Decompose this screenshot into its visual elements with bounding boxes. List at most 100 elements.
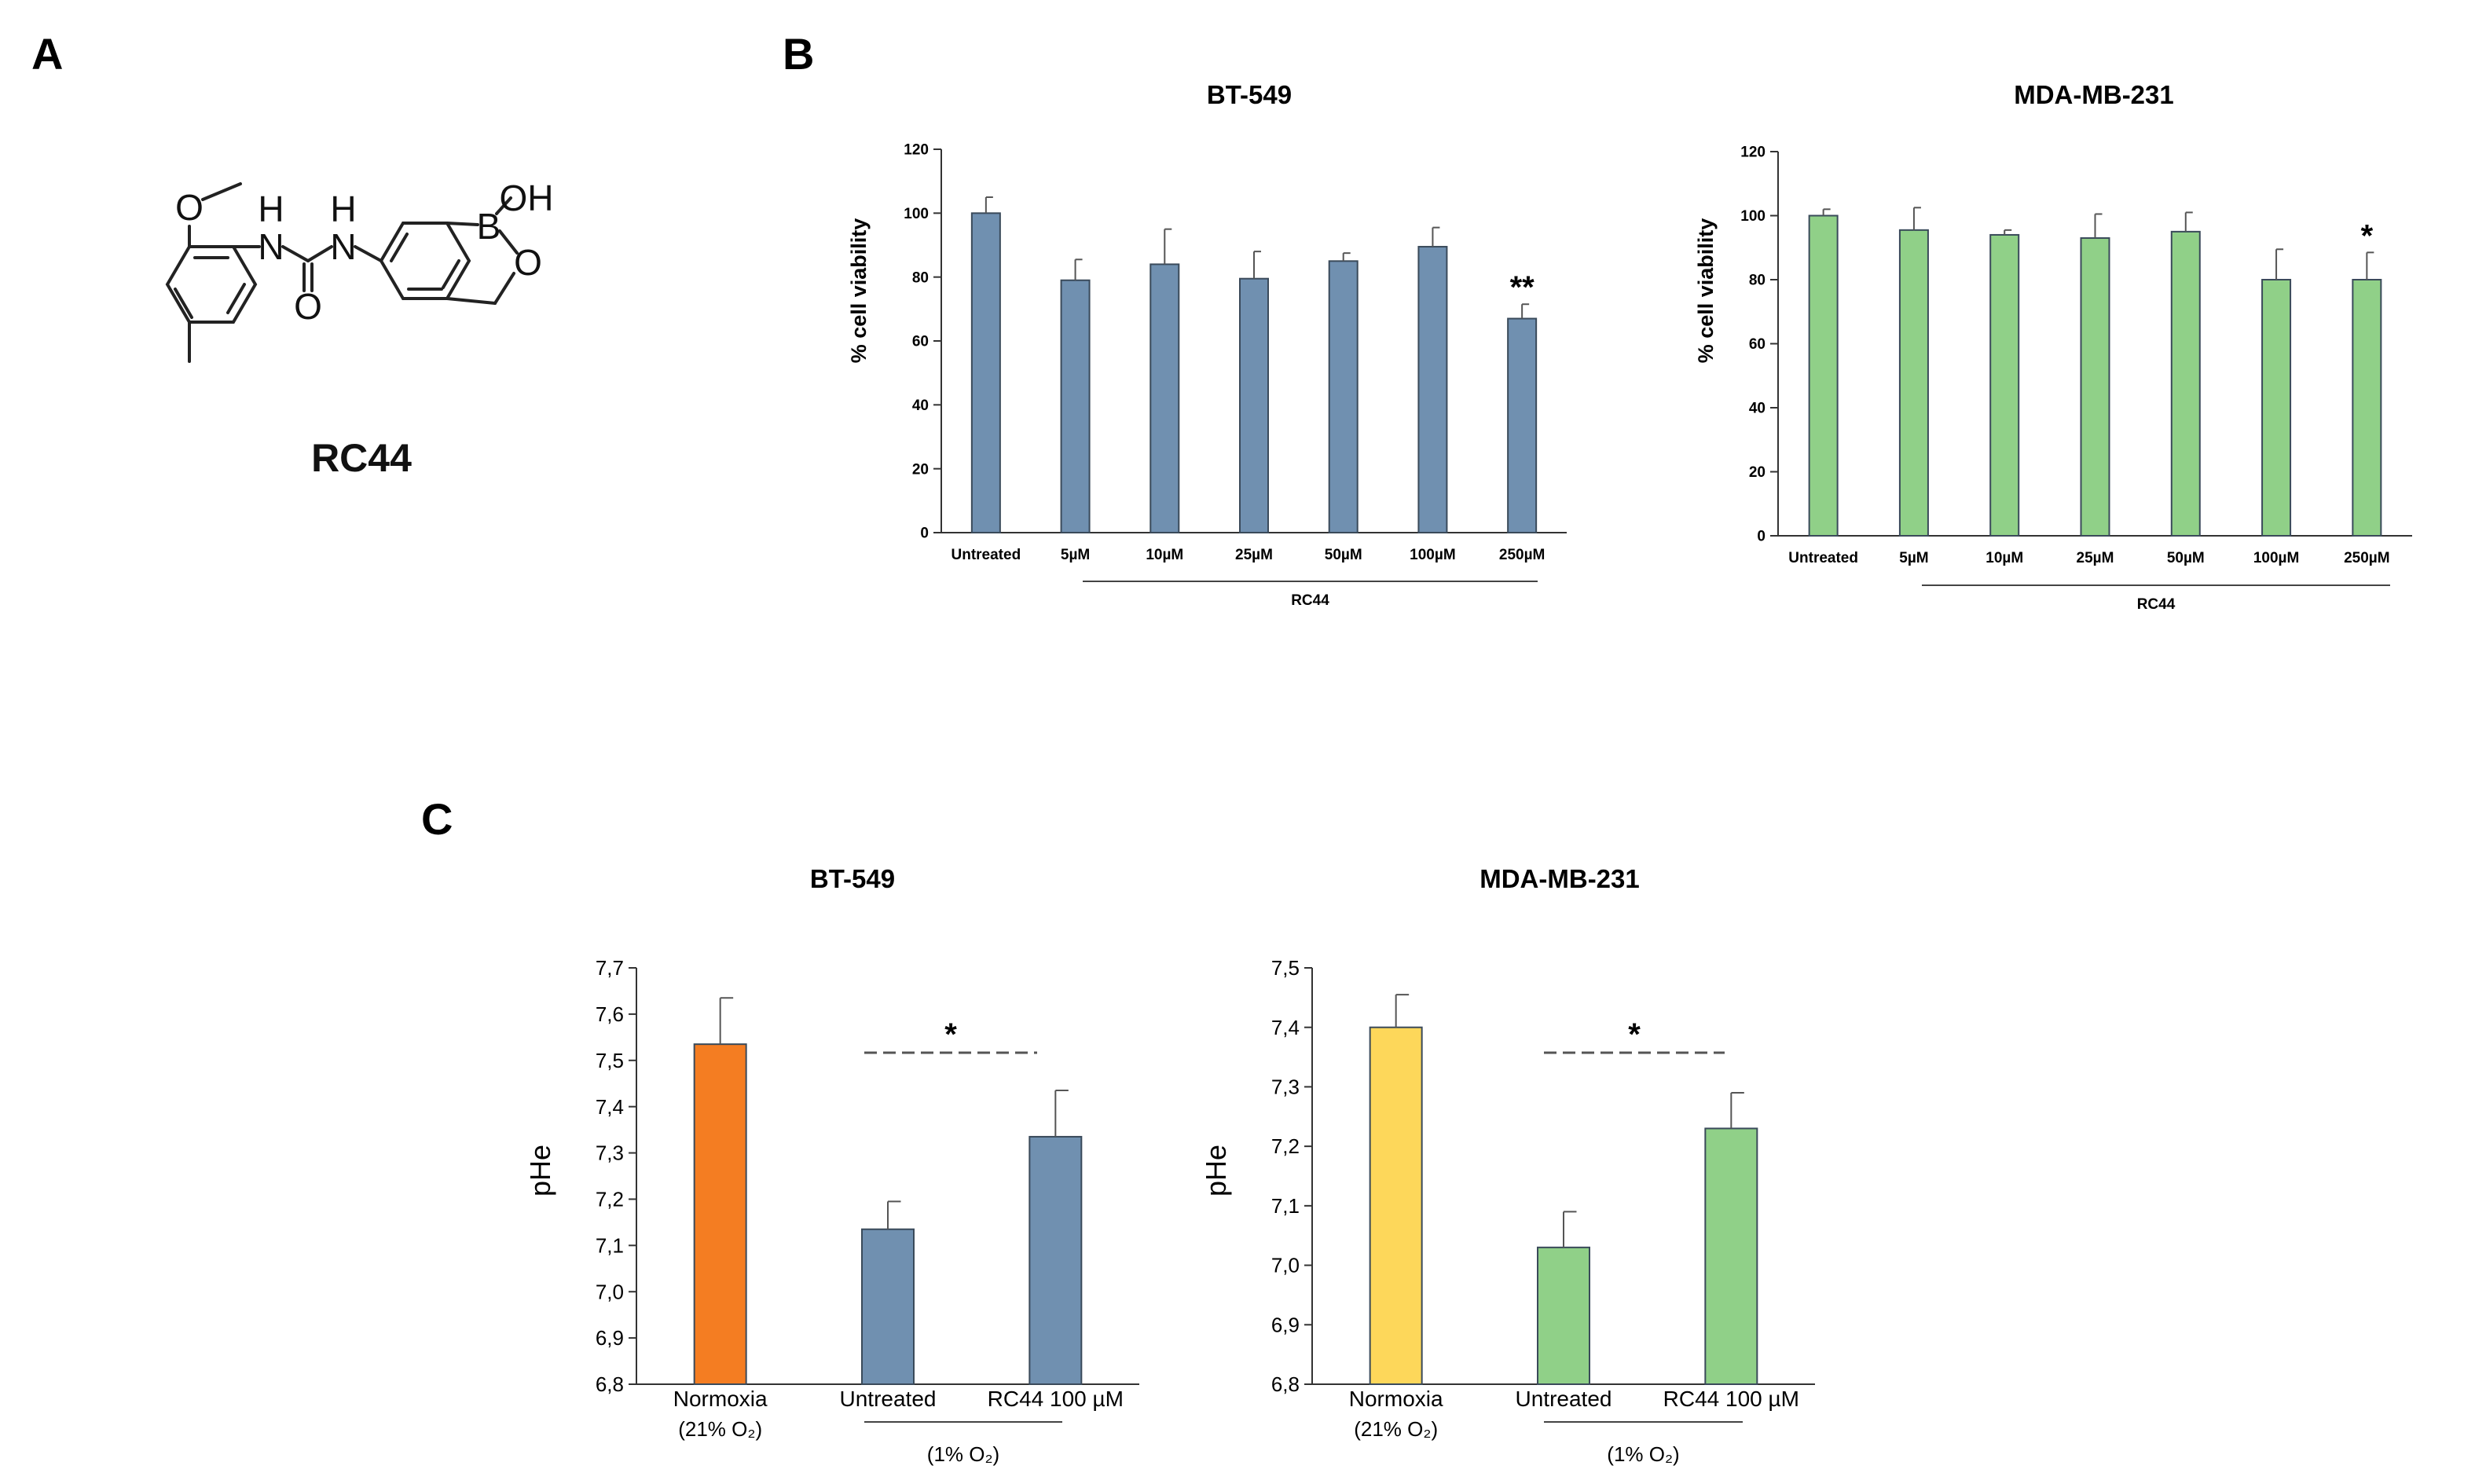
b1-category-label: 250µM: [1499, 547, 1545, 563]
c1-y-tick-label: 7,3: [596, 1141, 624, 1165]
bond-b-o: [498, 229, 519, 255]
b1-category-label: 50µM: [1325, 547, 1362, 563]
c1-y-tick-label: 7,4: [596, 1095, 624, 1119]
c2-y-axis-label: pHe: [1200, 1145, 1232, 1196]
c2-category-sublabel: (21% O₂): [1354, 1417, 1438, 1441]
bond-ch2-ring: [446, 297, 497, 305]
c1-bar: [693, 1043, 747, 1385]
b2-y-tick-label: 40: [1749, 401, 1766, 417]
panel-label-a: A: [31, 29, 64, 79]
c2-bar: [1537, 1246, 1590, 1386]
b2-y-tick-label: 20: [1749, 464, 1766, 481]
c1-y-tick-label: 7,7: [596, 956, 624, 980]
b2-bar: [2261, 279, 2292, 537]
atom-n-1: N: [258, 226, 284, 267]
b2-bar: [2170, 230, 2201, 537]
b2-category-label: 5µM: [1899, 550, 1928, 566]
b2-bar: [1989, 233, 2020, 537]
b1-y-axis-label: % cell viability: [847, 218, 871, 364]
bond-c-n2: [306, 245, 333, 262]
c1-category-label: RC44 100 µM: [988, 1387, 1124, 1411]
b2-y-tick-label: 80: [1749, 273, 1766, 289]
atom-h-2: H: [330, 189, 356, 229]
c1-y-axis-label: pHe: [524, 1145, 556, 1196]
b2-y-tick-label: 100: [1740, 208, 1766, 225]
b2-category-label: 50µM: [2167, 550, 2205, 566]
b1-y-tick-label: 100: [904, 206, 929, 222]
c2-y-tick-label: 6,9: [1271, 1313, 1300, 1336]
b1-category-label: 10µM: [1146, 547, 1183, 563]
atom-o-methoxy: O: [175, 187, 204, 228]
c2-bar: [1704, 1127, 1758, 1386]
right-ring-inner-1: [390, 233, 409, 262]
b1-bar: [1239, 277, 1269, 533]
b2-category-label: 100µM: [2253, 550, 2299, 566]
panel-label-c: C: [421, 794, 453, 844]
c2-y-tick-label: 7,1: [1271, 1194, 1300, 1218]
c1-title: BT-549: [810, 864, 895, 893]
left-ring-inner-2: [226, 283, 246, 314]
b2-y-tick-label: 60: [1749, 336, 1766, 353]
c1-group-label: (1% O₂): [927, 1442, 999, 1466]
c2-category-label: Normoxia: [1349, 1387, 1443, 1411]
c1-category-label: Normoxia: [673, 1387, 768, 1411]
molecule-structure-panel: O H N H N O OH B O RC44: [126, 165, 676, 480]
c1-category-label: Untreated: [840, 1387, 937, 1411]
right-ring: [380, 222, 471, 300]
b2-category-label: 25µM: [2077, 550, 2114, 566]
b1-y-tick-label: 0: [920, 526, 929, 542]
c2-y-tick-label: 7,2: [1271, 1134, 1300, 1158]
panel-label-b: B: [783, 29, 815, 79]
c1-y-tick-label: 7,6: [596, 1002, 624, 1026]
b1-category-label: 5µM: [1061, 547, 1090, 563]
b1-y-tick-label: 20: [912, 461, 929, 478]
b2-bar: [1808, 214, 1839, 537]
c1-bar: [861, 1228, 915, 1385]
b1-bar: [1328, 260, 1358, 533]
bond-b-oh: [495, 196, 512, 215]
c2-group-label: (1% O₂): [1607, 1442, 1679, 1466]
c2-y-tick-label: 7,3: [1271, 1075, 1300, 1099]
b2-y-tick-label: 0: [1757, 529, 1766, 545]
c1-bar: [1028, 1135, 1083, 1385]
c1-y-tick-label: 7,2: [596, 1188, 624, 1211]
c1-y-tick-label: 7,1: [596, 1233, 624, 1257]
bond-n1-c: [281, 245, 310, 262]
b1-y-tick-label: 120: [904, 142, 929, 159]
b1-bar: [1060, 279, 1091, 533]
b2-bar: [2080, 237, 2110, 537]
c1-significance-mark: *: [944, 1017, 957, 1052]
c2-y-tick-label: 7,0: [1271, 1254, 1300, 1277]
b1-bar: [1417, 246, 1448, 533]
c2-category-label: RC44 100 µM: [1663, 1387, 1799, 1411]
bond-ring-b: [446, 222, 479, 226]
c1-y-tick-label: 7,0: [596, 1280, 624, 1303]
bond-o-methyl: [201, 182, 242, 201]
c2-title: MDA-MB-231: [1480, 864, 1640, 893]
b1-bar: [1150, 263, 1180, 533]
c1-y-tick-label: 6,8: [596, 1372, 624, 1396]
c1-y-tick-label: 6,9: [596, 1326, 624, 1350]
b2-title: MDA-MB-231: [2014, 80, 2174, 109]
bond-n2-ring: [354, 245, 383, 262]
rc44-structure-drawing: O H N H N O OH B O RC44: [165, 178, 554, 480]
b1-bar: [1507, 317, 1538, 533]
c2-y-tick-label: 6,8: [1271, 1372, 1300, 1396]
atom-h-1: H: [258, 189, 284, 229]
atom-oh: OH: [500, 178, 554, 218]
b1-category-label: Untreated: [952, 547, 1021, 563]
c2-bar: [1369, 1026, 1423, 1385]
c2-y-tick-label: 7,4: [1271, 1016, 1300, 1039]
atom-o-carbonyl: O: [294, 286, 322, 327]
c2-significance-mark: *: [1628, 1017, 1641, 1052]
b2-significance-mark: *: [2361, 218, 2374, 253]
b1-y-tick-label: 60: [912, 334, 929, 350]
b2-bar: [1898, 229, 1929, 537]
atom-b: B: [477, 206, 501, 247]
b1-group-label: RC44: [1291, 592, 1329, 609]
bond-o-ch2: [493, 272, 515, 305]
b1-category-label: 100µM: [1410, 547, 1455, 563]
atom-o-ring: O: [514, 242, 542, 283]
b1-bar: [970, 212, 1001, 533]
